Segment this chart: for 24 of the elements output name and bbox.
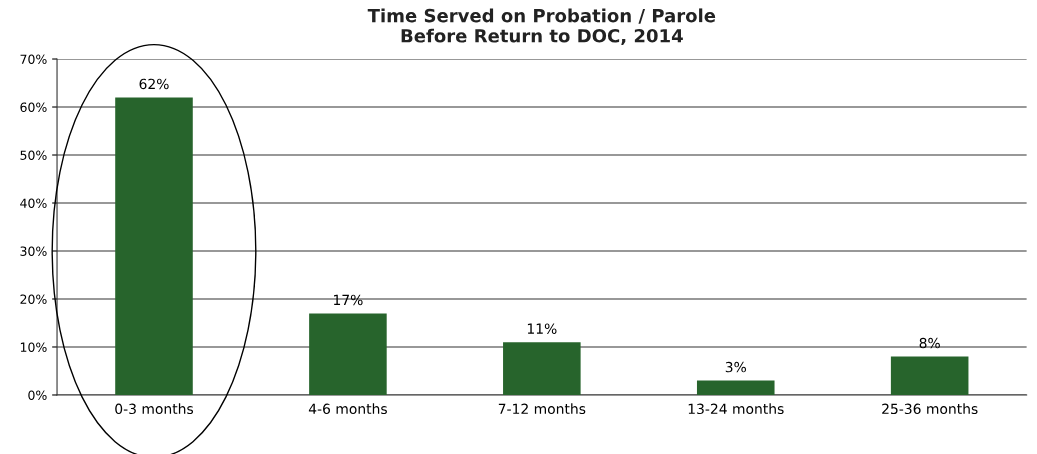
y-tick-label: 50%	[20, 150, 47, 160]
x-tick-label: 13-24 months	[688, 403, 784, 415]
y-tick-label: 10%	[20, 342, 47, 352]
y-tick-label: 60%	[20, 102, 47, 112]
bar	[696, 380, 775, 395]
y-tick-label: 0%	[28, 390, 47, 400]
data-label: 8%	[919, 337, 940, 349]
bar	[115, 97, 193, 395]
data-label: 3%	[725, 361, 746, 373]
x-tick-label: 0-3 months	[115, 403, 194, 415]
y-tick-label: 40%	[20, 198, 47, 208]
y-tick-label: 20%	[20, 294, 47, 304]
data-label: 17%	[334, 294, 363, 306]
bar	[309, 313, 387, 395]
x-tick-label: 7-12 months	[498, 403, 586, 415]
data-label: 62%	[139, 78, 169, 90]
bar	[890, 356, 969, 395]
y-tick-label: 70%	[20, 54, 47, 64]
x-tick-label: 25-36 months	[882, 403, 978, 415]
y-tick-label: 30%	[20, 246, 47, 256]
data-label: 11%	[527, 323, 557, 334]
bar	[503, 342, 581, 395]
chart-title: Time Served on Probation / Parole Before Return to DOC, 2014	[367, 8, 716, 45]
x-tick-label: 4-6 months	[308, 403, 387, 415]
